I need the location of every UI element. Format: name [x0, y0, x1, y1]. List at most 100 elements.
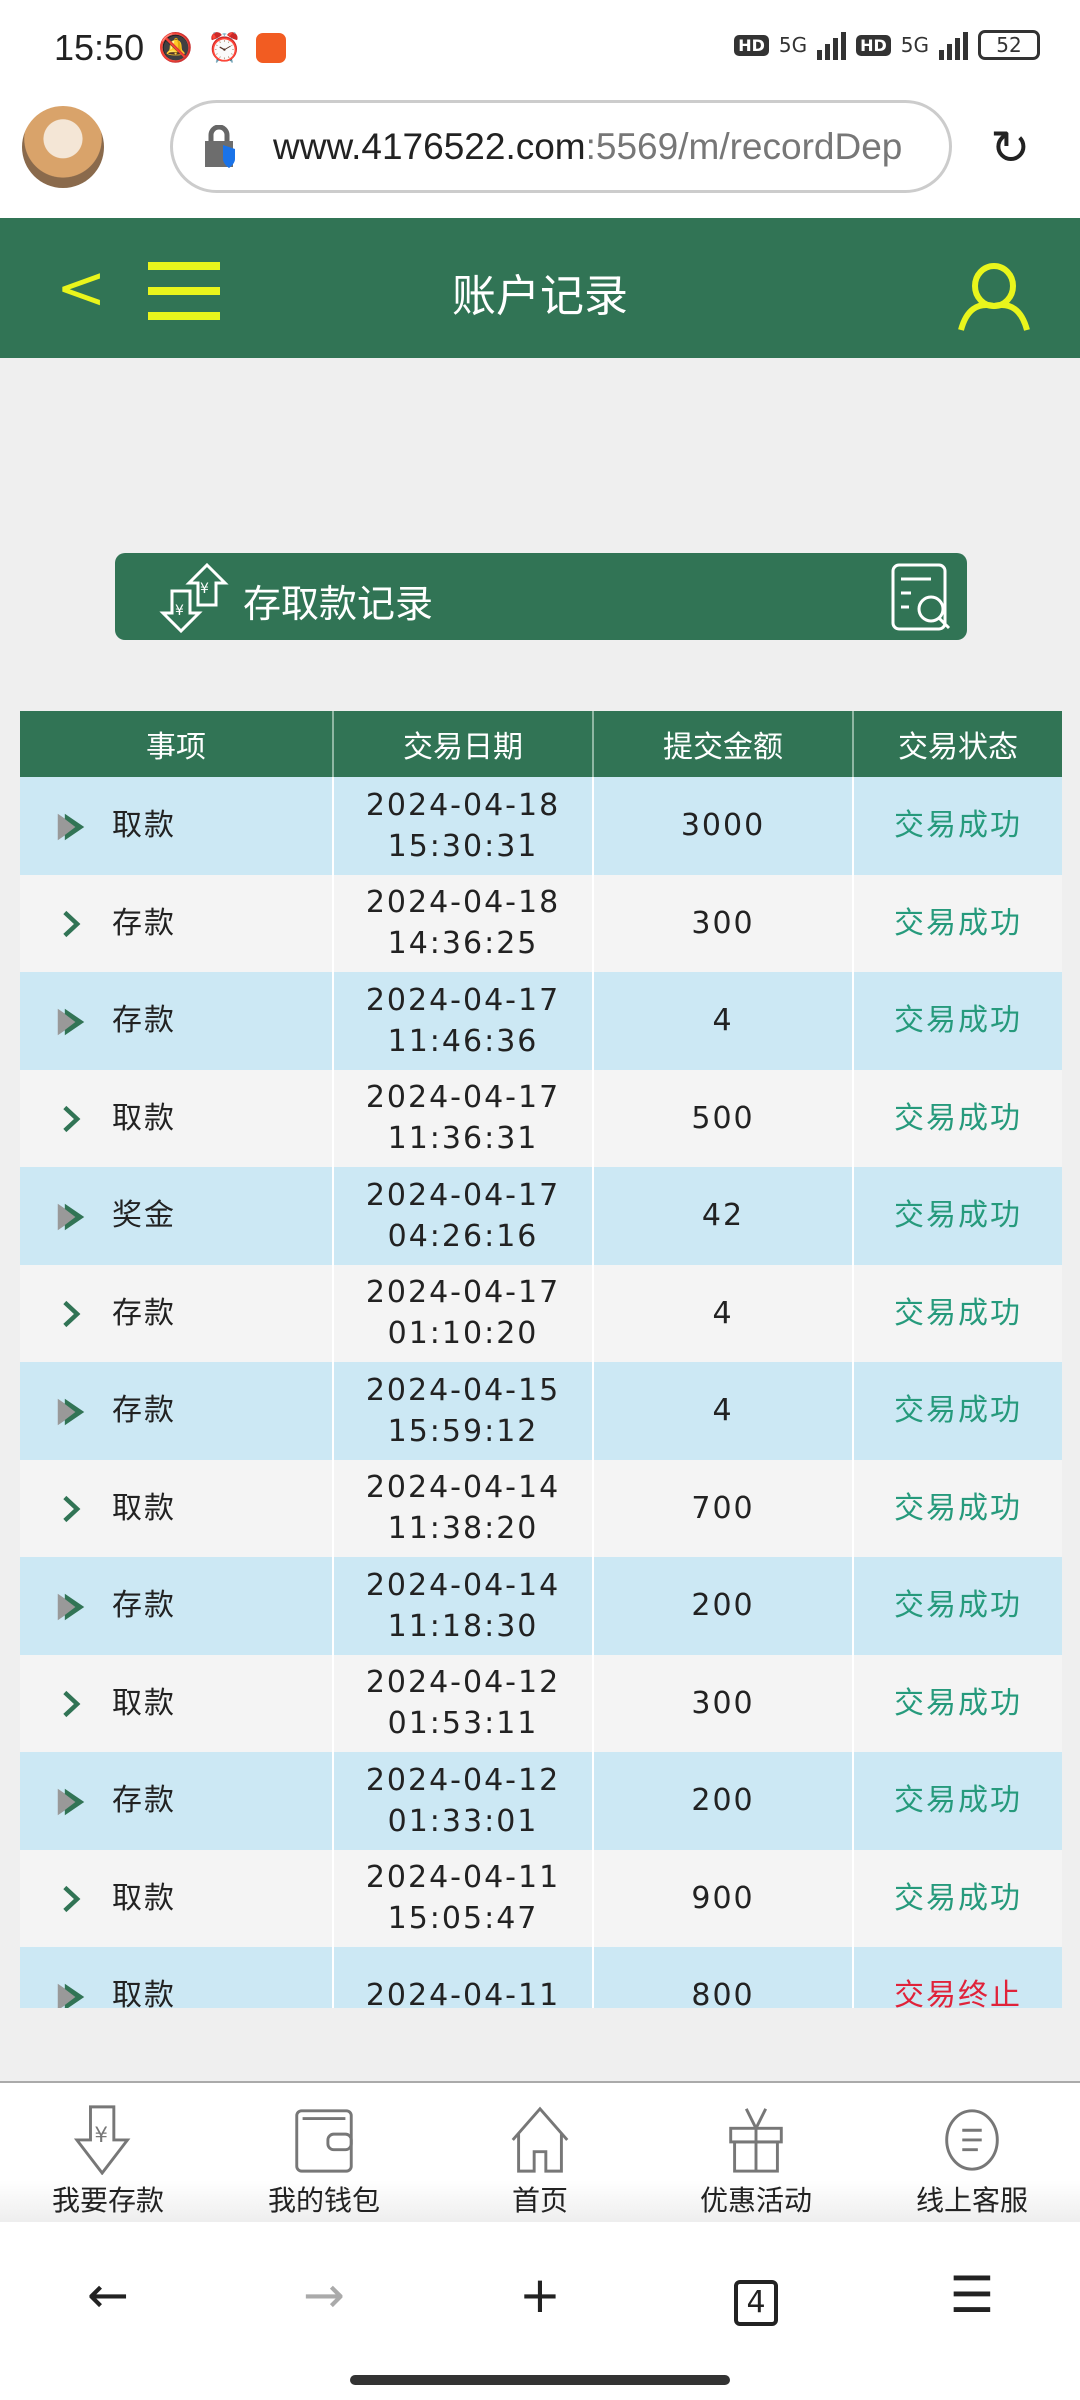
status-cell: 交易成功 — [853, 874, 1062, 972]
nav-item-gift[interactable]: 优惠活动 — [648, 2083, 864, 2222]
amount-cell: 300 — [593, 1654, 854, 1752]
url-host: www.4176522.com — [273, 126, 586, 167]
status-cell: 交易成功 — [853, 777, 1062, 875]
triangle-arrow-icon — [57, 1788, 85, 1815]
home-indicator[interactable] — [350, 2375, 730, 2385]
date: 2024-04-14 — [365, 1470, 561, 1506]
table-row[interactable]: 存款 2024-04-15 15:59:12 4 交易成功 — [20, 1362, 1062, 1460]
time: 14:36:25 — [387, 926, 539, 962]
date-cell: 2024-04-17 11:46:36 — [333, 972, 594, 1070]
table-row[interactable]: 取款 2024-04-18 15:30:31 3000 交易成功 — [20, 777, 1062, 875]
date: 2024-04-11 — [365, 1978, 561, 2008]
alarm-icon: ⏰ — [206, 31, 242, 64]
wallet-icon — [295, 2109, 353, 2173]
nav-item-chat[interactable]: 线上客服 — [864, 2083, 1080, 2222]
reload-icon[interactable]: ↻ — [990, 120, 1031, 176]
status-bar: 15:50 🔕 ⏰ HD 5G HD 5G 52 — [0, 0, 1080, 100]
item-type: 存款 — [112, 1783, 176, 1819]
nav-item-deposit[interactable]: ¥ 我要存款 — [0, 2083, 216, 2222]
nav-item-home[interactable]: 首页 — [432, 2083, 648, 2222]
date: 2024-04-11 — [365, 1860, 561, 1896]
item-type: 取款 — [112, 1490, 176, 1526]
date-cell: 2024-04-12 01:53:11 — [333, 1654, 594, 1752]
deposit-withdraw-records-banner[interactable]: ¥ ¥ 存取款记录 — [115, 553, 967, 640]
date-cell: 2024-04-18 14:36:25 — [333, 874, 594, 972]
signal-indicators: HD 5G HD 5G 52 — [734, 30, 1040, 60]
date-cell: 2024-04-14 11:18:30 — [333, 1557, 594, 1655]
svg-text:¥: ¥ — [94, 2123, 108, 2148]
time: 15:05:47 — [387, 1901, 539, 1937]
triangle-arrow-icon — [57, 1008, 85, 1035]
time: 15:30:31 — [387, 828, 539, 864]
signal-icon — [817, 30, 847, 60]
hamburger-icon: ☰ — [949, 2266, 995, 2324]
table-row[interactable]: 取款 2024-04-14 11:38:20 700 交易成功 — [20, 1459, 1062, 1557]
gift-icon — [729, 2108, 783, 2173]
deposit-icon: ¥ — [73, 2105, 131, 2175]
table-row[interactable]: 取款 2024-04-17 11:36:31 500 交易成功 — [20, 1069, 1062, 1167]
menu-icon[interactable] — [148, 262, 220, 320]
item-cell: 存款 — [20, 1264, 334, 1362]
secure-lock-icon — [205, 125, 235, 168]
nav-label: 优惠活动 — [699, 2184, 812, 2217]
date-cell: 2024-04-12 01:33:01 — [333, 1752, 594, 1850]
profile-avatar[interactable] — [22, 106, 104, 188]
table-row[interactable]: 存款 2024-04-17 01:10:20 4 交易成功 — [20, 1264, 1062, 1362]
url-field[interactable]: www.4176522.com:5569/m/recordDep — [170, 100, 952, 193]
status-cell: 交易成功 — [853, 1654, 1062, 1752]
amount-cell: 4 — [593, 1264, 854, 1362]
chevron-right-icon — [63, 1496, 81, 1523]
signal-icon — [939, 30, 968, 60]
back-chevron-icon[interactable]: < — [56, 253, 107, 323]
date: 2024-04-17 — [365, 1177, 561, 1213]
table-row[interactable]: 存款 2024-04-17 11:46:36 4 交易成功 — [20, 972, 1062, 1070]
item-type: 取款 — [112, 1100, 176, 1136]
battery-icon: 52 — [978, 30, 1040, 60]
amount-cell: 200 — [593, 1557, 854, 1655]
table-row[interactable]: 取款 2024-04-11 800 交易终止 — [20, 1947, 1062, 2008]
table-row[interactable]: 存款 2024-04-18 14:36:25 300 交易成功 — [20, 874, 1062, 972]
item-type: 存款 — [112, 1588, 176, 1624]
date-cell: 2024-04-11 15:05:47 — [333, 1849, 594, 1947]
time: 11:38:20 — [387, 1511, 539, 1547]
item-cell: 取款 — [20, 1849, 334, 1947]
item-type: 取款 — [112, 1880, 176, 1916]
table-row[interactable]: 奖金 2024-04-17 04:26:16 42 交易成功 — [20, 1167, 1062, 1265]
url-path: :5569/m/recordDep — [585, 126, 903, 167]
user-icon[interactable] — [956, 262, 1032, 332]
status-cell: 交易成功 — [853, 972, 1062, 1070]
date: 2024-04-12 — [365, 1665, 561, 1701]
item-cell: 取款 — [20, 1459, 334, 1557]
item-cell: 存款 — [20, 1557, 334, 1655]
new-tab-button[interactable]: + — [432, 2222, 648, 2400]
amount-cell: 3000 — [593, 777, 854, 875]
status-cell: 交易成功 — [853, 1752, 1062, 1850]
table-row[interactable]: 存款 2024-04-14 11:18:30 200 交易成功 — [20, 1557, 1062, 1655]
page-header: < 账户记录 — [0, 218, 1080, 358]
date-cell: 2024-04-18 15:30:31 — [333, 777, 594, 875]
clock: 15:50 — [54, 27, 145, 68]
tabs-button[interactable]: 4 — [648, 2222, 864, 2400]
chevron-right-icon — [63, 1691, 81, 1718]
browser-menu-button[interactable]: ☰ — [864, 2222, 1080, 2400]
browser-back-button[interactable]: ← — [0, 2222, 216, 2400]
section-title: 存取款记录 — [243, 582, 434, 626]
nav-item-wallet[interactable]: 我的钱包 — [216, 2083, 432, 2222]
item-cell: 取款 — [20, 1654, 334, 1752]
table-viewport[interactable]: 事项 交易日期 提交金额 交易状态 取款 2024-04-18 15:30:31 … — [0, 0, 1080, 2008]
date-cell: 2024-04-14 11:38:20 — [333, 1459, 594, 1557]
triangle-arrow-icon — [57, 813, 85, 840]
table-header: 事项 交易日期 提交金额 交易状态 — [20, 711, 1062, 777]
site-bottom-nav: ¥ 我要存款 我的钱包 首页 优惠活动 线上客服 — [0, 2081, 1080, 2222]
records-table: 事项 交易日期 提交金额 交易状态 取款 2024-04-18 15:30:31 … — [20, 711, 1062, 2008]
item-cell: 取款 — [20, 1947, 334, 2008]
table-row[interactable]: 取款 2024-04-11 15:05:47 900 交易成功 — [20, 1849, 1062, 1947]
item-cell: 奖金 — [20, 1167, 334, 1265]
browser-forward-button[interactable]: → — [216, 2222, 432, 2400]
item-type: 存款 — [112, 1295, 176, 1331]
time: 01:10:20 — [387, 1316, 539, 1352]
item-cell: 存款 — [20, 874, 334, 972]
table-row[interactable]: 取款 2024-04-12 01:53:11 300 交易成功 — [20, 1654, 1062, 1752]
table-row[interactable]: 存款 2024-04-12 01:33:01 200 交易成功 — [20, 1752, 1062, 1850]
column-header: 交易日期 — [333, 711, 594, 777]
